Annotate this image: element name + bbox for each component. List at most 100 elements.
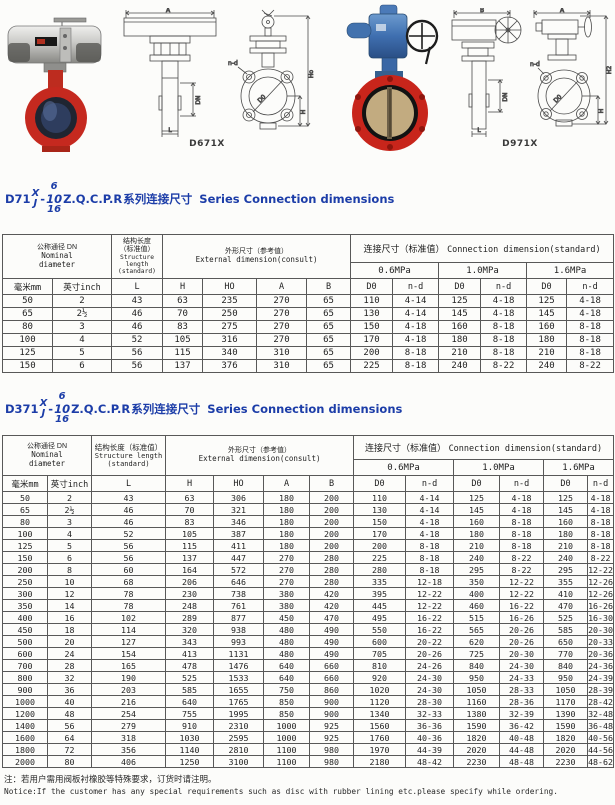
subheader-a: A: [256, 278, 307, 295]
table-cell: 254: [91, 707, 166, 720]
table-cell: 600: [2, 647, 48, 660]
table-cell: 48-62: [587, 755, 615, 768]
table-cell: 380: [263, 587, 310, 600]
table-cell: 230: [165, 587, 214, 600]
table-cell: 1100: [263, 755, 310, 768]
table-cell: 350: [2, 599, 48, 612]
table-cell: 355: [543, 575, 589, 588]
table-cell: 310: [256, 346, 307, 360]
table-cell: 343: [165, 635, 214, 648]
table-cell: 78: [91, 587, 166, 600]
table-cell: 640: [165, 695, 214, 708]
table-cell: 295: [543, 563, 589, 576]
table-cell: 1000: [263, 719, 310, 732]
header-external-dimension: 外形尺寸（参考值） External dimension(consult): [164, 435, 355, 476]
table-cell: 920: [353, 671, 407, 684]
table-cell: 925: [308, 719, 355, 732]
table-row: 900 36 203 585 1655 750 860 1020 24-30 1050 28-33 1…: [2, 683, 615, 696]
subheader-h: H: [165, 475, 214, 492]
table-cell: 44-39: [405, 743, 455, 756]
table-cell: 572: [213, 563, 264, 576]
table-cell: 1390: [543, 707, 589, 720]
table-row: 1200 48 254 755 1995 850 900 1340 32-33 1380 32-39…: [2, 707, 615, 720]
table-row: 125 5 56 115 340 310 65 200 8-18 210 8-18 210 8-18: [2, 346, 615, 360]
table-cell: 738: [213, 587, 264, 600]
table-cell: 200: [308, 527, 355, 540]
table-cell: 1030: [165, 731, 214, 744]
table-cell: 48-42: [405, 755, 455, 768]
table-cell: 180: [543, 527, 589, 540]
subheader-a: A: [263, 475, 310, 492]
table-cell: 64: [47, 731, 92, 744]
pressure-rating-stack: 6 10 16: [54, 392, 70, 425]
dim-ho-label: Ho: [308, 70, 315, 79]
dim-nd-label: n-d: [228, 60, 238, 67]
table-cell: 20-26: [499, 623, 545, 636]
table-cell: 900: [308, 707, 355, 720]
table-cell: 280: [308, 563, 355, 576]
table-cell: 114: [91, 623, 166, 636]
table-cell: 3: [47, 515, 92, 528]
table-cell: 950: [543, 671, 589, 684]
table-cell: 170: [353, 527, 407, 540]
header-nominal-diameter: 公称通径 DN Nominal diameter: [2, 234, 112, 279]
table-cell: 8-22: [480, 359, 528, 373]
table-row: 800 32 190 525 1533 640 660 920 24-30 950 24-33 950…: [2, 671, 615, 684]
table-cell: 478: [165, 659, 214, 672]
table-cell: 8-18: [405, 539, 455, 552]
table-row: 500 20 127 343 993 480 490 600 20-22 620 20-26 650 2…: [2, 635, 615, 648]
table-cell: 8-18: [587, 539, 615, 552]
electric-valve-photo: [346, 4, 439, 151]
table-cell: 72: [47, 743, 92, 756]
subheader-ho: HO: [213, 475, 264, 492]
table-cell: 250: [2, 575, 48, 588]
table-cell: 20: [47, 635, 92, 648]
table-cell: 925: [308, 731, 355, 744]
table-cell: 40-56: [587, 731, 615, 744]
table-cell: 4-18: [566, 294, 615, 308]
table-cell: 24-30: [405, 683, 455, 696]
table-row: 450 18 114 320 938 480 490 550 16-22 565 20-26 585 2…: [2, 623, 615, 636]
dim-h-label: H: [598, 109, 605, 114]
table-cell: 12-26: [587, 575, 615, 588]
table-cell: 4-14: [405, 491, 455, 504]
table-cell: 400: [453, 587, 501, 600]
subheader-d0-06: D0: [350, 278, 394, 295]
table-cell: 125: [526, 294, 568, 308]
table-cell: 8-18: [587, 527, 615, 540]
table-cell: 646: [213, 575, 264, 588]
table-cell: 145: [453, 503, 501, 516]
table-cell: 16-22: [405, 611, 455, 624]
table-cell: 36: [47, 683, 92, 696]
table-cell: 316: [202, 333, 257, 347]
table-cell: 705: [353, 647, 407, 660]
table-cell: 154: [91, 647, 166, 660]
d71-table-body: 50 2 43 63 235 270 65 110 4-14 125 4-18 125 4-18 65 2½…: [2, 294, 615, 373]
table-cell: 40-48: [499, 731, 545, 744]
model-suffix: Z.Q.C.P.R: [63, 192, 123, 206]
table-cell: 387: [213, 527, 264, 540]
table-cell: 32: [47, 671, 92, 684]
table-cell: 10: [47, 575, 92, 588]
model-prefix: D71: [5, 192, 31, 206]
table-cell: 755: [165, 707, 214, 720]
table-cell: 100: [2, 333, 53, 347]
table-cell: 200: [308, 539, 355, 552]
table-cell: 4-18: [480, 294, 528, 308]
table-cell: 1131: [213, 647, 264, 660]
table-cell: 145: [438, 307, 482, 321]
table-cell: 20-36: [587, 647, 615, 660]
table-cell: 406: [91, 755, 166, 768]
table-cell: 125: [2, 346, 53, 360]
section-title-en: Series Connection dimensions: [199, 192, 395, 206]
table-cell: 8-18: [392, 346, 440, 360]
table-cell: 460: [453, 599, 501, 612]
table-cell: 1140: [165, 743, 214, 756]
table-cell: 6: [52, 359, 112, 373]
table-cell: 380: [263, 599, 310, 612]
model-dash: -: [40, 192, 46, 206]
table-cell: 28-33: [499, 683, 545, 696]
table-cell: 165: [91, 659, 166, 672]
table-cell: 270: [263, 563, 310, 576]
table-cell: 1800: [2, 743, 48, 756]
